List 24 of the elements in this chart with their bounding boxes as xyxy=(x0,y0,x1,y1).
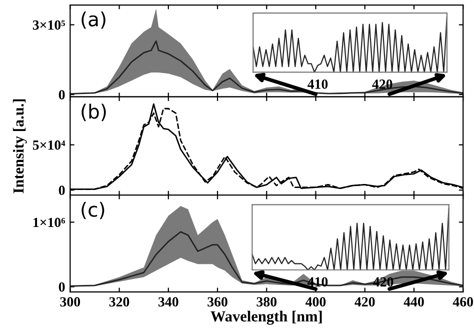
x-tick-label: 420 xyxy=(354,297,375,307)
y-axis-title: Intensity [a.u.] xyxy=(12,99,27,194)
annotation: (a) xyxy=(82,11,106,29)
y-tick-label: 5×10⁴ xyxy=(32,140,66,150)
x-tick-label: 320 xyxy=(109,297,130,307)
x-tick-label: 410 xyxy=(308,79,328,89)
x-tick-label: 460 xyxy=(452,297,473,307)
line-series xyxy=(70,231,464,287)
x-axis-title: Wavelength [nm] xyxy=(210,310,322,325)
x-tick-label: 380 xyxy=(256,297,277,307)
y-tick-label: 0 xyxy=(58,282,65,292)
annotation: (b) xyxy=(82,104,106,122)
x-tick-label: 420 xyxy=(372,79,392,89)
x-tick-label: 360 xyxy=(208,297,228,307)
y-tick-label: 3×10⁵ xyxy=(32,20,65,30)
y-tick-label: 1×10⁶ xyxy=(33,218,66,228)
line-series xyxy=(70,40,464,95)
annotation: (c) xyxy=(82,202,104,220)
x-tick-label: 440 xyxy=(404,297,424,307)
x-tick-label: 340 xyxy=(158,297,178,307)
x-tick-label: 300 xyxy=(60,297,80,307)
x-tick-label: 400 xyxy=(306,297,326,307)
y-tick-label: 0 xyxy=(58,90,65,100)
y-tick-label: 0 xyxy=(58,186,65,196)
